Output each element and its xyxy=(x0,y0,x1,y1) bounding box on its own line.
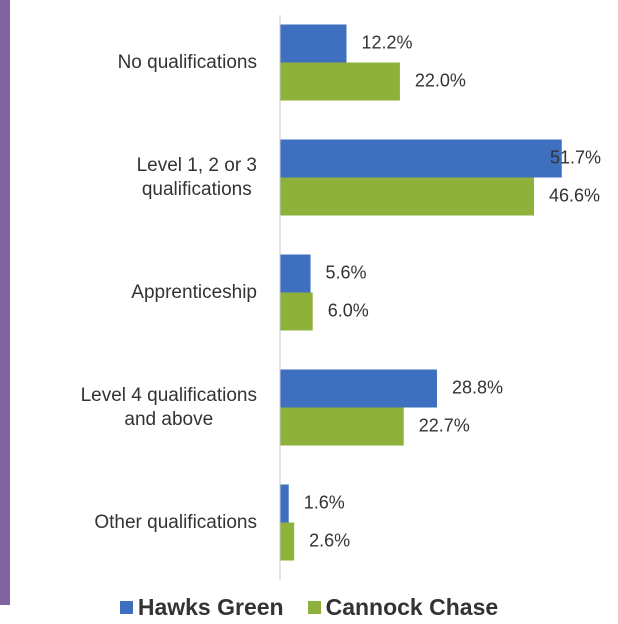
legend: Hawks Green Cannock Chase xyxy=(0,594,618,621)
legend-label: Hawks Green xyxy=(137,594,284,620)
category-label: No qualifications xyxy=(117,51,257,73)
legend-label: Cannock Chase xyxy=(325,594,499,620)
value-label: 22.7% xyxy=(419,415,470,435)
legend-swatch xyxy=(119,601,133,614)
bar xyxy=(280,24,347,63)
bar xyxy=(280,254,311,293)
category-label: Level 4 qualifications and above xyxy=(80,384,257,430)
legend-item: Cannock Chase xyxy=(307,594,499,620)
value-label: 12.2% xyxy=(361,32,412,52)
value-label: 5.6% xyxy=(326,262,367,282)
value-label: 28.8% xyxy=(452,377,503,397)
bar xyxy=(280,292,313,331)
bar xyxy=(280,177,534,216)
value-label: 46.6% xyxy=(549,185,600,205)
bar xyxy=(280,139,562,178)
side-strip xyxy=(0,0,10,605)
value-label: 51.7% xyxy=(550,147,601,167)
bar xyxy=(280,369,437,408)
bar xyxy=(280,407,404,446)
bar xyxy=(280,522,295,561)
legend-item: Hawks Green xyxy=(119,594,284,620)
value-label: 1.6% xyxy=(304,492,345,512)
value-label: 22.0% xyxy=(415,70,466,90)
category-label: Apprenticeship xyxy=(131,281,257,303)
value-label: 2.6% xyxy=(309,530,350,550)
category-label: Other qualifications xyxy=(94,511,257,533)
bar xyxy=(280,484,289,523)
bar xyxy=(280,62,400,101)
value-label: 6.0% xyxy=(328,300,369,320)
category-label: Level 1, 2 or 3 qualifications xyxy=(136,154,257,200)
legend-swatch xyxy=(307,601,321,614)
